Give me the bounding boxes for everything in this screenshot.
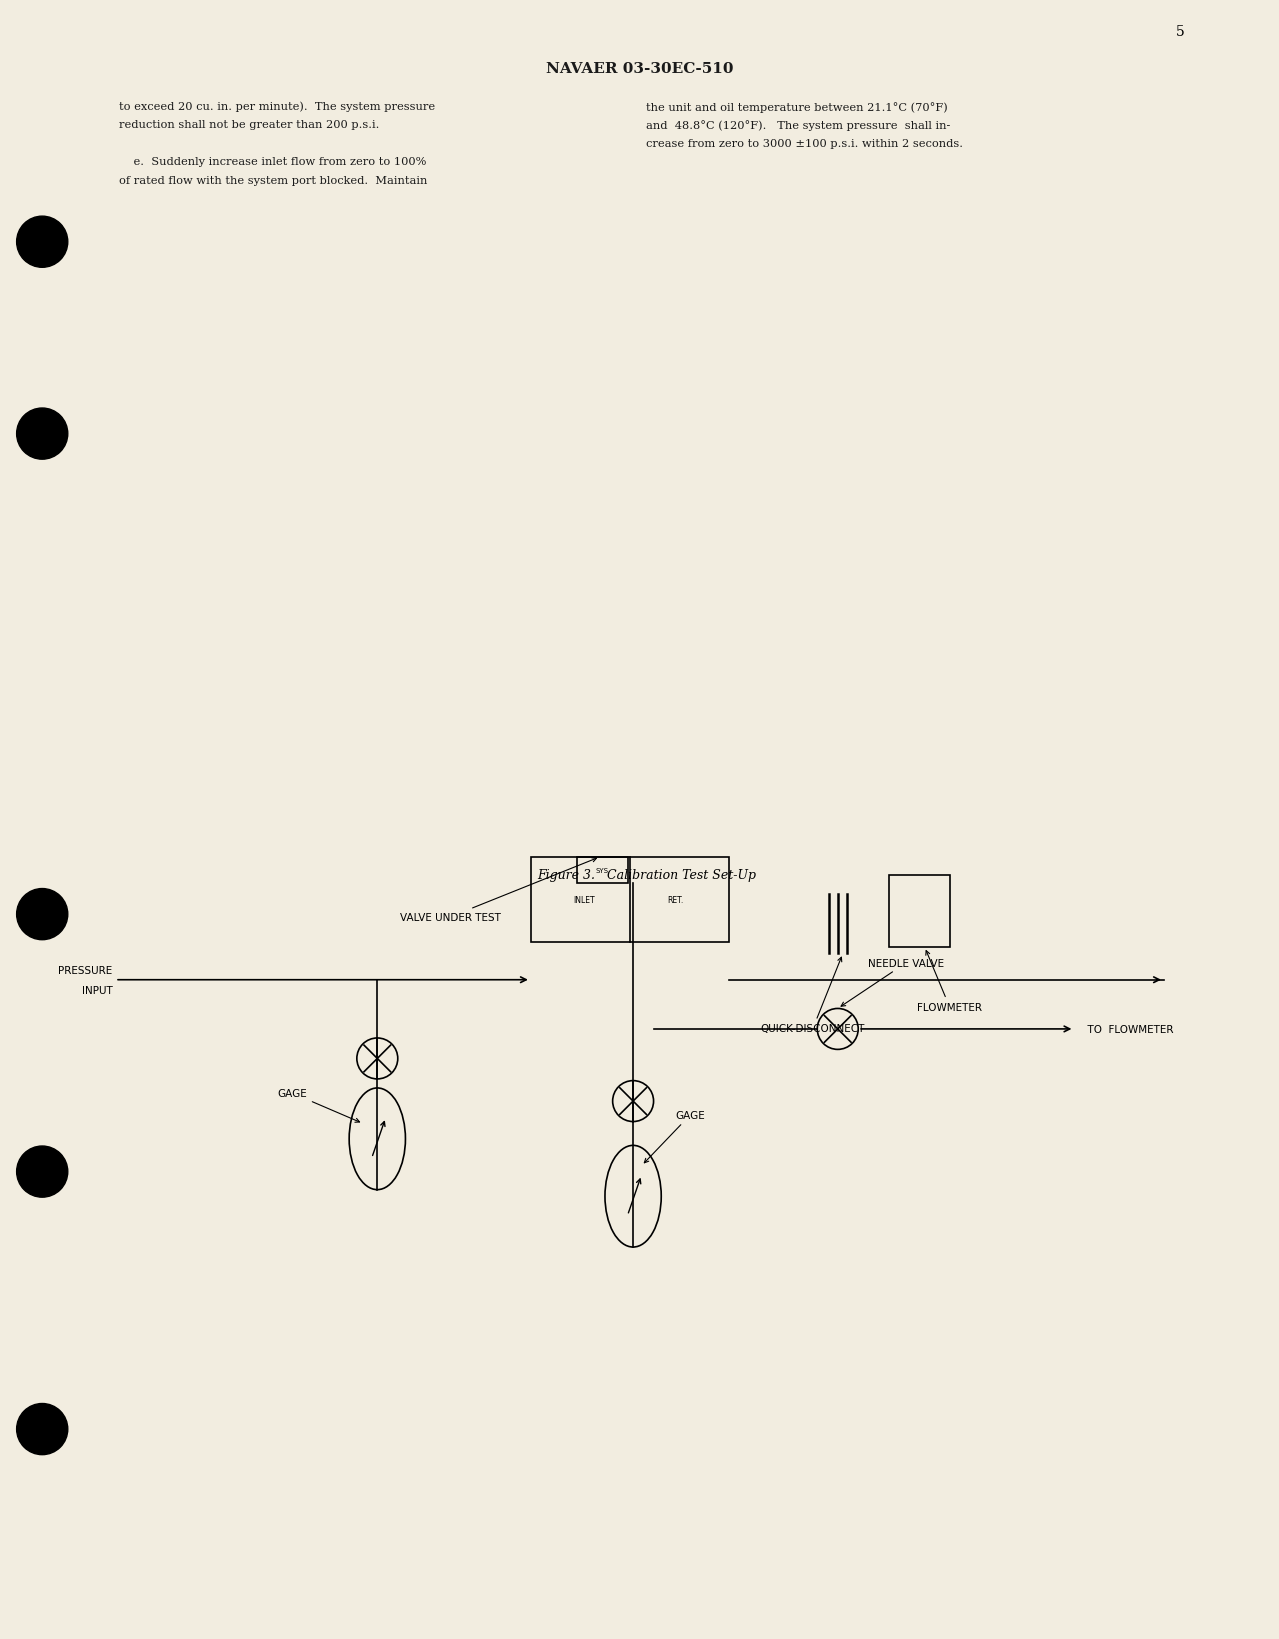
Text: VALVE UNDER TEST: VALVE UNDER TEST — [400, 859, 596, 923]
Text: of rated flow with the system port blocked.  Maintain: of rated flow with the system port block… — [119, 175, 427, 185]
Bar — [531, 857, 729, 942]
Circle shape — [17, 888, 68, 941]
Text: QUICK-DISCONNECT: QUICK-DISCONNECT — [761, 957, 865, 1034]
Bar — [577, 857, 628, 883]
Text: e.  Suddenly increase inlet flow from zero to 100%: e. Suddenly increase inlet flow from zer… — [119, 157, 426, 167]
Text: NAVAER 03-30EC-510: NAVAER 03-30EC-510 — [546, 62, 733, 77]
Text: 5: 5 — [1177, 25, 1184, 39]
Text: Figure 3.   Calibration Test Set-Up: Figure 3. Calibration Test Set-Up — [537, 869, 756, 882]
Text: reduction shall not be greater than 200 p.s.i.: reduction shall not be greater than 200 … — [119, 120, 380, 129]
Text: crease from zero to 3000 ±100 p.s.i. within 2 seconds.: crease from zero to 3000 ±100 p.s.i. wit… — [646, 139, 963, 149]
Text: RET.: RET. — [668, 895, 684, 905]
Text: the unit and oil temperature between 21.1°C (70°F): the unit and oil temperature between 21.… — [646, 102, 948, 113]
Text: PRESSURE: PRESSURE — [59, 965, 113, 975]
Circle shape — [17, 1146, 68, 1198]
Text: FLOWMETER: FLOWMETER — [917, 951, 982, 1013]
Circle shape — [17, 216, 68, 269]
Text: and  48.8°C (120°F).   The system pressure  shall in-: and 48.8°C (120°F). The system pressure … — [646, 120, 950, 131]
Text: GAGE: GAGE — [278, 1088, 359, 1123]
Circle shape — [17, 1403, 68, 1455]
Text: SYS: SYS — [596, 867, 609, 874]
Text: NEEDLE VALVE: NEEDLE VALVE — [842, 957, 945, 1006]
Bar — [889, 875, 950, 947]
Text: TO  FLOWMETER: TO FLOWMETER — [1081, 1024, 1173, 1034]
Circle shape — [17, 408, 68, 461]
Text: GAGE: GAGE — [645, 1110, 705, 1164]
Text: to exceed 20 cu. in. per minute).  The system pressure: to exceed 20 cu. in. per minute). The sy… — [119, 102, 435, 111]
Text: INPUT: INPUT — [82, 985, 113, 995]
Text: INLET: INLET — [573, 895, 595, 905]
